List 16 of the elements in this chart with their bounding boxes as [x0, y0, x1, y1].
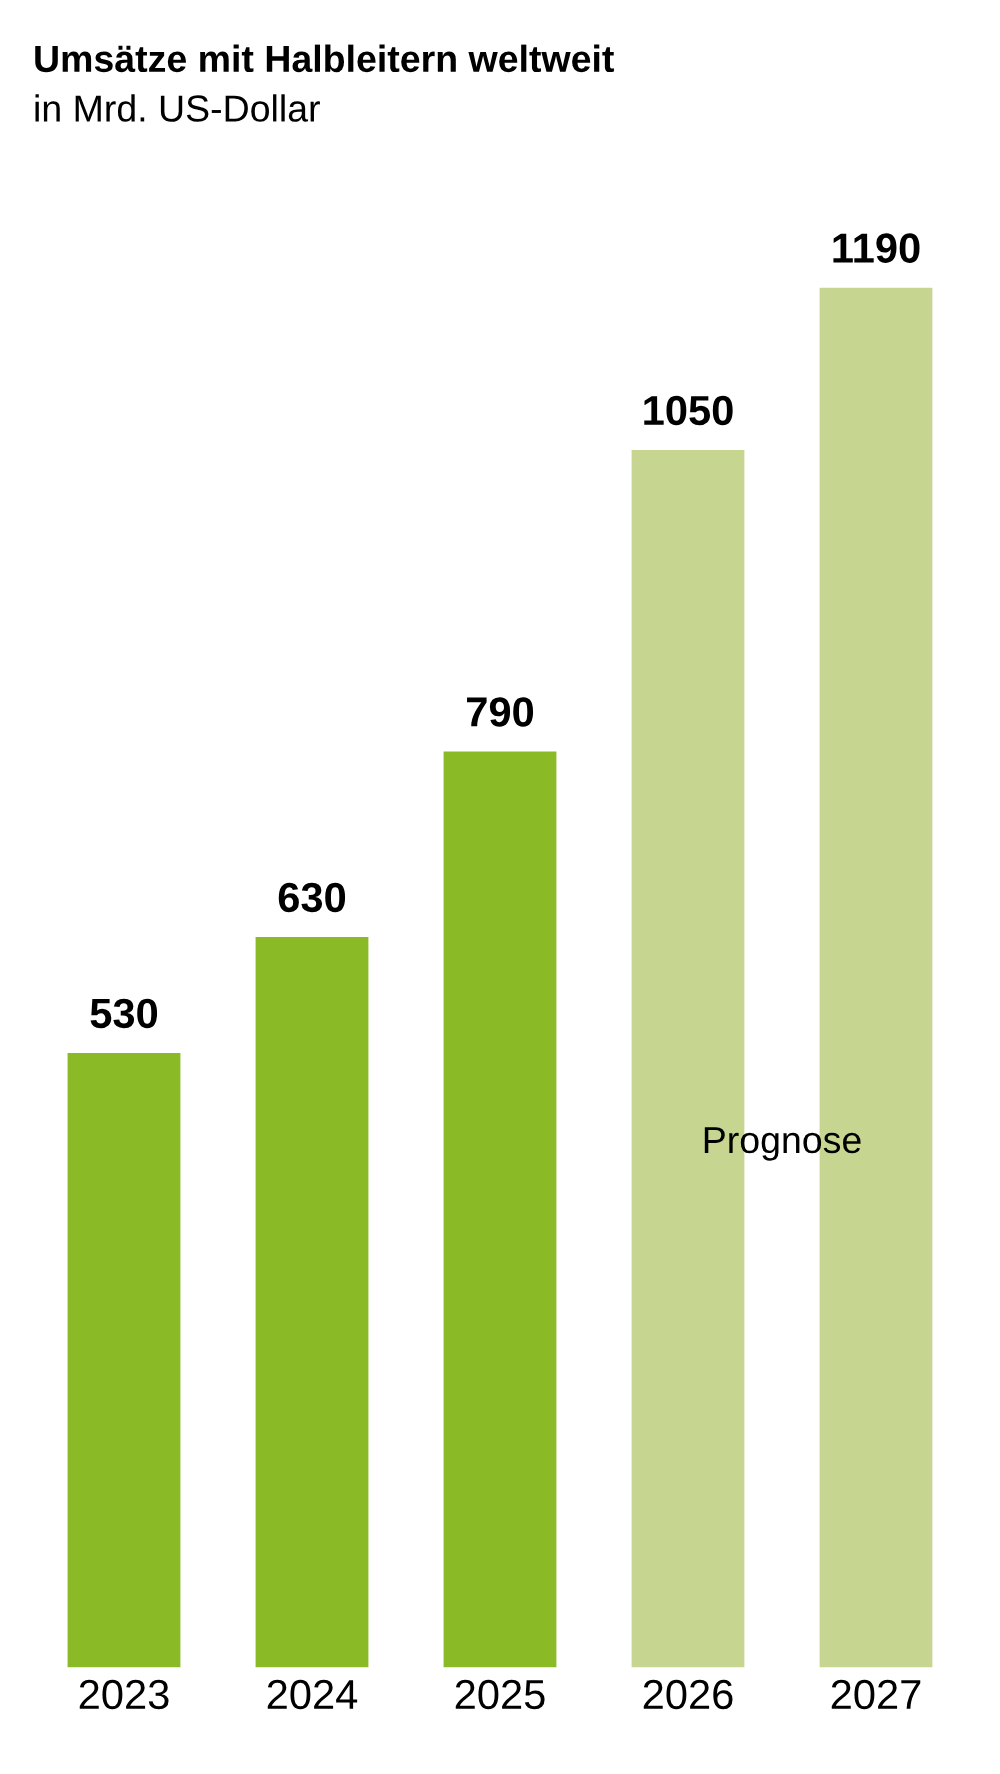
x-tick-label: 2025: [455, 1679, 545, 1710]
data-label: 1050: [644, 395, 733, 426]
x-tick-label: 2026: [643, 1679, 733, 1710]
data-label: 630: [278, 882, 346, 913]
data-label: 790: [467, 697, 534, 727]
bar: [443, 751, 557, 1668]
data-label: 530: [90, 998, 158, 1029]
chart-subtitle: in Mrd. US-Dollar: [35, 94, 320, 122]
x-tick-label: 2027: [831, 1679, 921, 1710]
data-label: 1190: [833, 233, 920, 263]
bar: [67, 1053, 181, 1668]
x-tick-label: 2023: [79, 1679, 169, 1710]
bar: [255, 937, 369, 1668]
chart-title: Umsätze mit Halbleitern weltweit: [35, 44, 614, 73]
x-tick-label: 2024: [267, 1679, 358, 1710]
annotation: Prognose: [704, 1127, 861, 1161]
